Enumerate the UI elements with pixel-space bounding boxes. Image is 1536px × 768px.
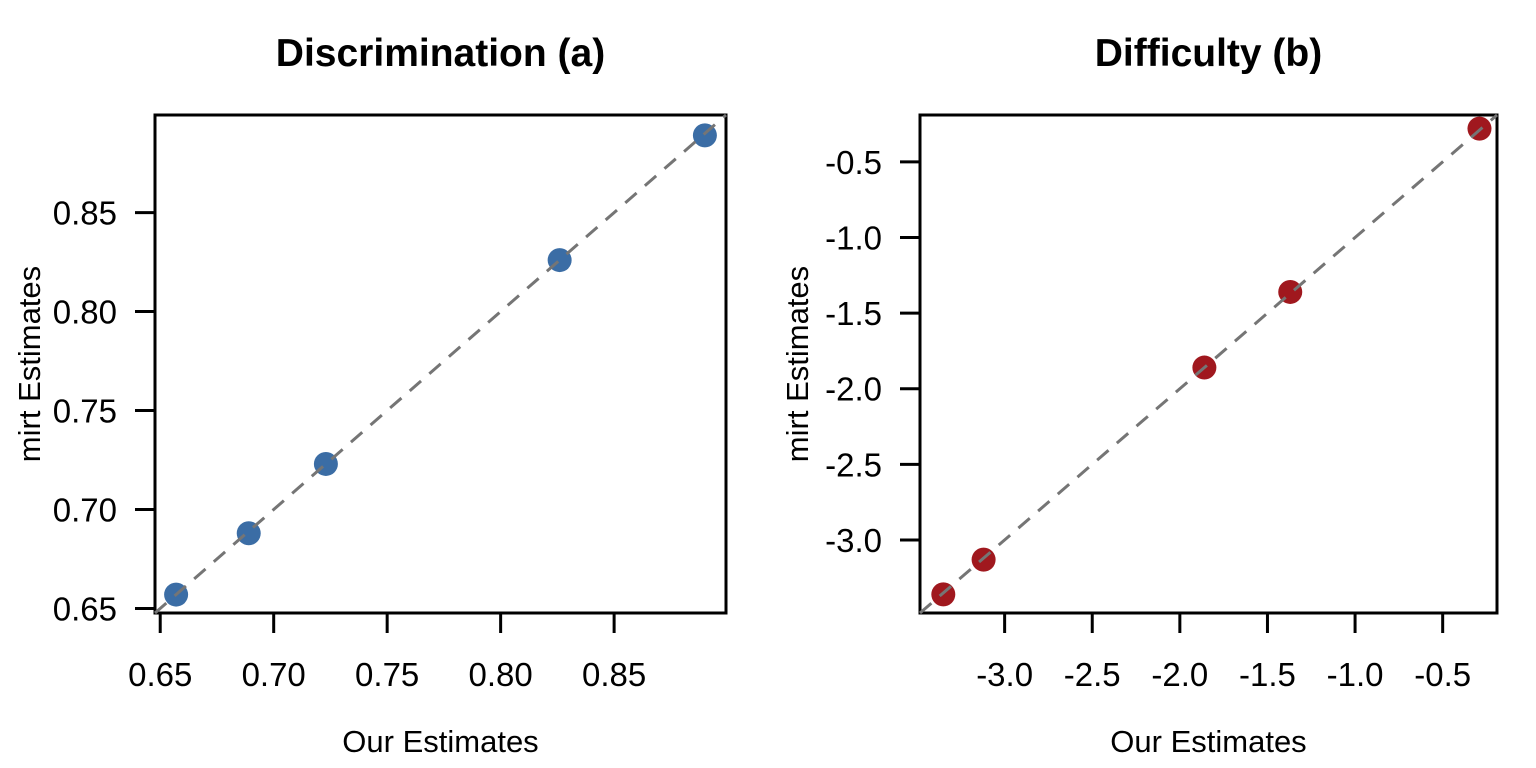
panel-title-discrimination: Discrimination (a): [275, 32, 606, 75]
plot-box: [918, 113, 1499, 615]
x-tick-label: -2.5: [1064, 656, 1121, 693]
x-tick-label: -2.0: [1151, 656, 1208, 693]
y-tick-label: 0.65: [53, 590, 117, 627]
identity-line: [154, 113, 727, 615]
x-axis-label-discrimination: Our Estimates: [342, 724, 539, 759]
y-axis-label-difficulty: mirt Estimates: [780, 265, 815, 463]
y-tick-label: 0.70: [53, 491, 117, 528]
y-tick-label: 0.75: [53, 393, 117, 430]
x-tick-label: -3.0: [976, 656, 1033, 693]
x-tick-label: 0.75: [355, 656, 419, 693]
panel-difficulty: -3.0 -2.5 -2.0 -1.5 -1.0 -0.5 -3.0 -2.5 -2.0 -1.5…: [825, 113, 1499, 693]
y-tick-label: -0.5: [825, 144, 882, 181]
y-tick-label: -3.0: [825, 522, 882, 559]
y-tick-label: -1.0: [825, 219, 882, 256]
y-tick-label: -2.5: [825, 446, 882, 483]
panel-discrimination: 0.65 0.70 0.75 0.80 0.85 0.65 0.70 0.75 0.80 0.85: [53, 113, 728, 693]
x-tick-label: 0.80: [469, 656, 533, 693]
x-tick-label: 0.70: [242, 656, 306, 693]
identity-line: [919, 113, 1498, 615]
x-tick-label: -1.5: [1239, 656, 1296, 693]
panel-title-difficulty: Difficulty (b): [1094, 32, 1323, 75]
plot-box: [153, 113, 728, 615]
x-axis-label-difficulty: Our Estimates: [1110, 724, 1307, 759]
x-tick-label: 0.65: [128, 656, 192, 693]
x-tick-label: -1.0: [1327, 656, 1384, 693]
y-tick-label: 0.85: [53, 195, 117, 232]
x-tick-label: -0.5: [1414, 656, 1471, 693]
y-tick-label: -1.5: [825, 295, 882, 332]
y-tick-label: -2.0: [825, 371, 882, 408]
y-axis-label-discrimination: mirt Estimates: [12, 265, 47, 463]
x-tick-label: 0.85: [582, 656, 646, 693]
y-tick-label: 0.80: [53, 294, 117, 331]
